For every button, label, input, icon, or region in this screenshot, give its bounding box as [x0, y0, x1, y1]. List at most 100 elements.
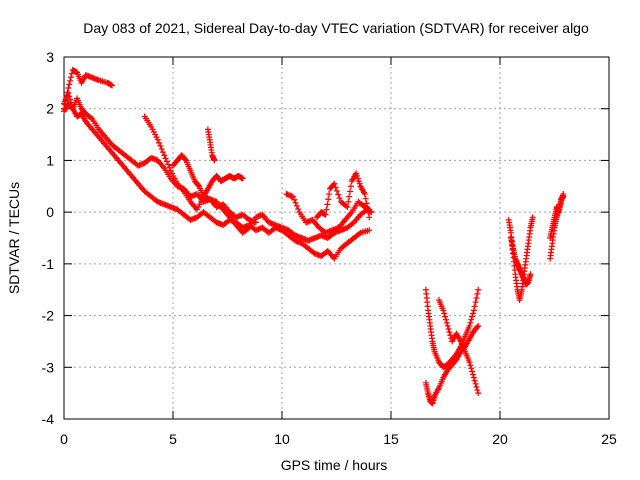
- x-tick-label: 5: [169, 431, 177, 447]
- data-point: [471, 303, 478, 310]
- data-point: [154, 136, 161, 143]
- data-point: [325, 196, 332, 203]
- data-point: [108, 82, 115, 89]
- data-point: [347, 183, 354, 190]
- y-tick-label: 2: [46, 101, 54, 117]
- data-point: [366, 214, 373, 221]
- data-point: [161, 152, 168, 159]
- data-point: [472, 299, 479, 306]
- data-point: [365, 209, 372, 216]
- y-tick-label: -4: [42, 411, 55, 427]
- data-point: [468, 316, 475, 323]
- data-point: [364, 205, 371, 212]
- data-point: [527, 271, 534, 278]
- y-tick-label: -2: [42, 308, 55, 324]
- data-point: [163, 158, 170, 165]
- y-axis-label: SDTVAR / TECUs: [6, 182, 22, 294]
- data-point: [158, 146, 165, 153]
- series-track-l: [505, 214, 536, 304]
- data-point: [346, 193, 353, 200]
- data-point: [239, 175, 246, 182]
- data-point: [466, 322, 473, 329]
- y-tick-label: 3: [46, 49, 54, 65]
- data-point: [467, 362, 474, 369]
- data-point: [344, 203, 351, 210]
- data-point: [345, 198, 352, 205]
- data-point: [252, 219, 259, 226]
- data-point: [295, 206, 302, 213]
- data-point: [361, 191, 368, 198]
- data-point: [157, 142, 164, 149]
- x-axis-label: GPS time / hours: [281, 457, 388, 473]
- data-point: [159, 149, 166, 156]
- data-point: [472, 380, 479, 387]
- grid-lines: [64, 57, 609, 419]
- data-point: [473, 383, 480, 390]
- data-point: [333, 187, 340, 194]
- data-point: [475, 322, 482, 329]
- plot-frame: [63, 56, 610, 420]
- data-point: [362, 195, 369, 202]
- data-point: [474, 387, 481, 394]
- data-point: [322, 211, 329, 218]
- data-point: [336, 195, 343, 202]
- data-point: [442, 316, 449, 323]
- data-point: [474, 323, 481, 330]
- data-point: [67, 96, 74, 103]
- x-tick-label: 10: [274, 431, 290, 447]
- data-point: [442, 313, 449, 320]
- data-point: [88, 115, 95, 122]
- data-point: [331, 180, 338, 187]
- data-point: [293, 202, 300, 209]
- data-point: [289, 193, 296, 200]
- data-point: [156, 139, 163, 146]
- series-track-f: [204, 126, 218, 164]
- series-track-m: [507, 235, 534, 288]
- data-point: [471, 377, 478, 384]
- data-point: [469, 313, 476, 320]
- data-point: [444, 322, 451, 329]
- data-point: [470, 307, 477, 314]
- data-point: [467, 319, 474, 326]
- y-tick-label: -1: [42, 256, 55, 272]
- data-point: [292, 199, 299, 206]
- data-point: [67, 74, 74, 81]
- x-tick-label: 25: [601, 431, 617, 447]
- y-tick-labels: -4 -3 -2 -1 0 1 2 3: [42, 49, 55, 427]
- data-point: [162, 155, 169, 162]
- data-point: [529, 214, 536, 221]
- series-track-i: [422, 286, 482, 371]
- data-point: [447, 332, 454, 339]
- data-point: [445, 326, 452, 333]
- data-point: [470, 374, 477, 381]
- data-point: [65, 85, 72, 92]
- data-points: [61, 66, 567, 407]
- y-tick-label: 1: [46, 152, 54, 168]
- data-point: [474, 290, 481, 297]
- data-point: [475, 390, 482, 397]
- data-point: [468, 365, 475, 372]
- data-point: [195, 182, 202, 189]
- data-point: [335, 191, 342, 198]
- data-point: [182, 156, 189, 163]
- data-point: [326, 191, 333, 198]
- series-track-h: [313, 170, 373, 221]
- data-point: [65, 90, 72, 97]
- data-point: [366, 227, 373, 234]
- data-point: [560, 193, 567, 200]
- x-tick-labels: 0 5 10 15 20 25: [60, 431, 617, 447]
- data-point: [332, 184, 339, 191]
- data-point: [356, 230, 363, 237]
- series-track-g: [283, 191, 373, 236]
- series-track-j: [422, 322, 482, 407]
- data-point: [291, 196, 298, 203]
- data-point: [440, 307, 447, 314]
- data-point: [343, 202, 350, 209]
- data-point: [244, 225, 251, 232]
- data-point: [347, 188, 354, 195]
- data-point: [469, 371, 476, 378]
- data-point: [441, 310, 448, 317]
- data-point: [211, 157, 218, 164]
- data-point: [66, 93, 73, 100]
